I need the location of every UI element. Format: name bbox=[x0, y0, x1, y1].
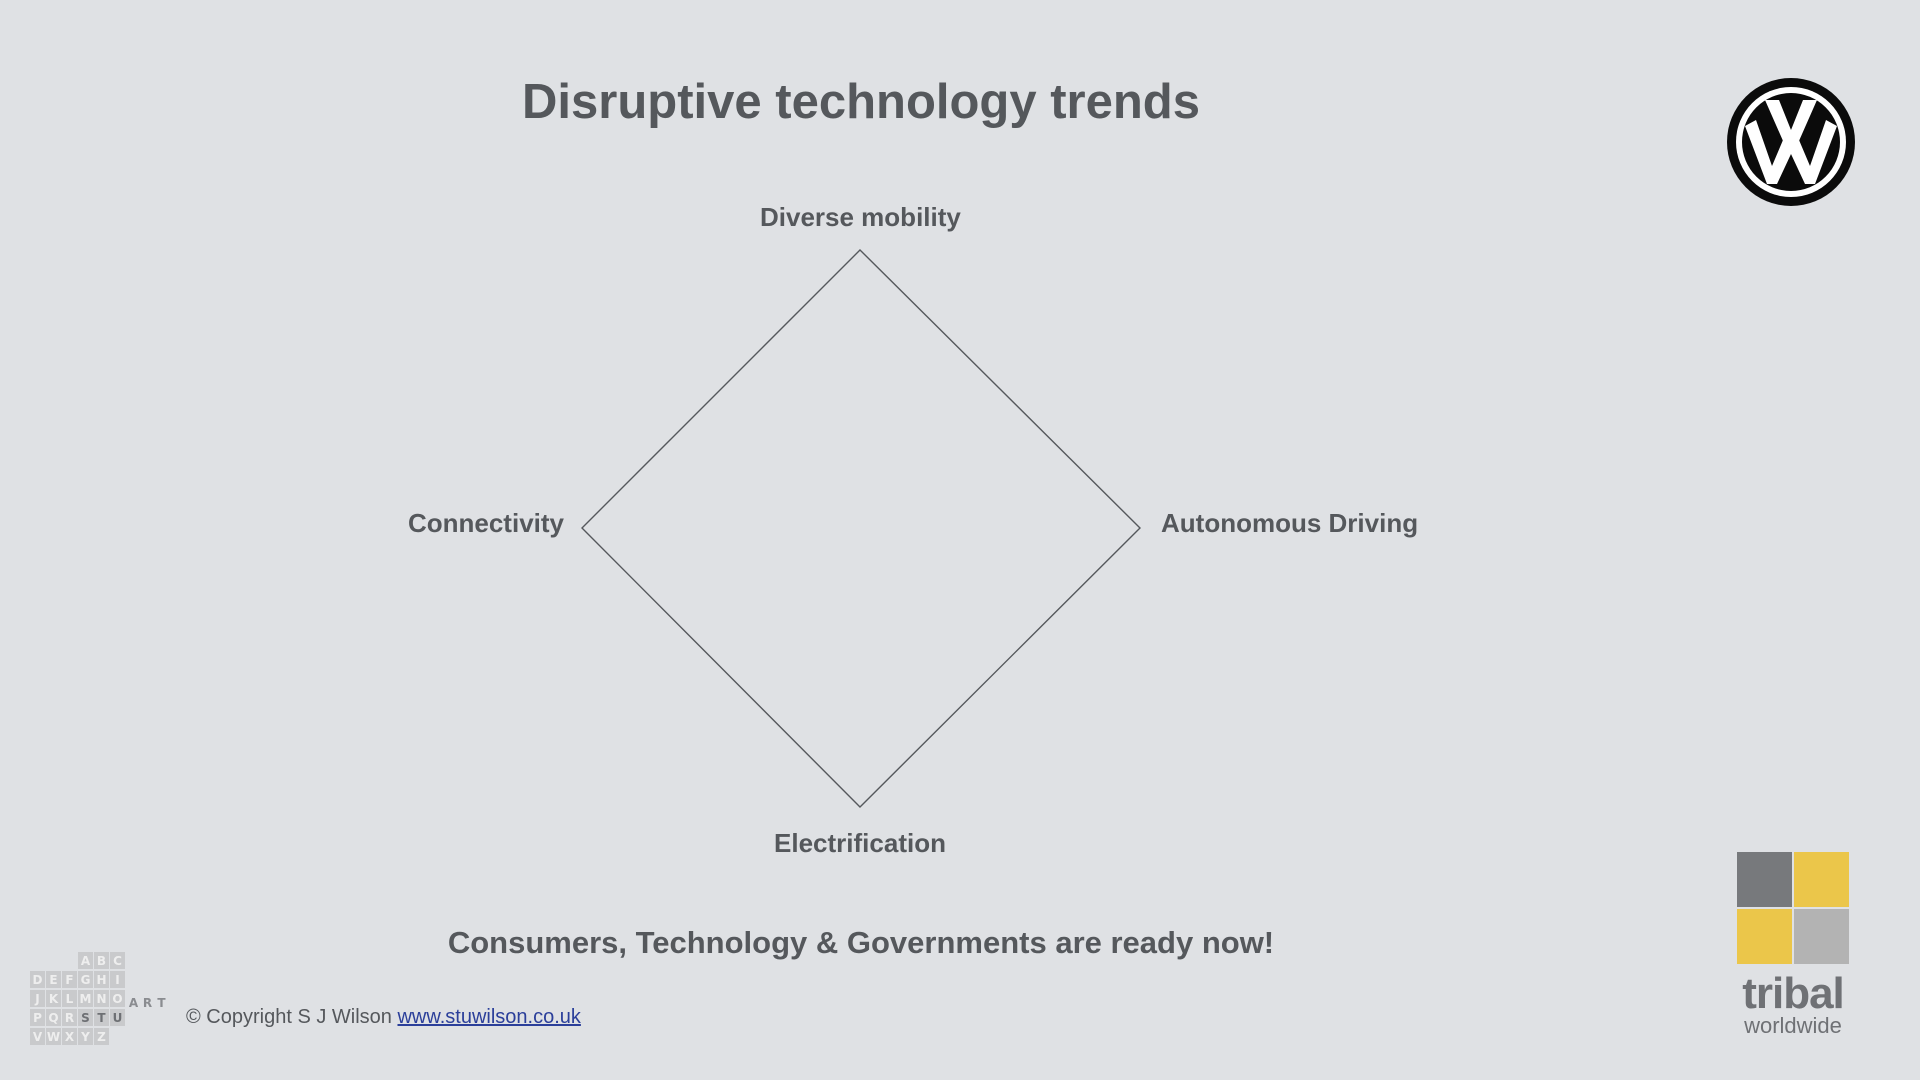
alphabet-cell bbox=[62, 971, 77, 988]
copyright-notice: © Copyright S J Wilson www.stuwilson.co.… bbox=[186, 1006, 581, 1029]
stuart-letter: A bbox=[129, 996, 139, 1010]
alphabet-letter: R bbox=[65, 1011, 74, 1025]
alphabet-letter: A bbox=[81, 954, 91, 968]
copyright-text: © Copyright S J Wilson bbox=[186, 1006, 392, 1028]
tribal-squares-icon bbox=[1737, 852, 1849, 964]
alphabet-cell bbox=[62, 1028, 77, 1045]
alphabet-cell bbox=[78, 990, 93, 1007]
alphabet-cell bbox=[62, 1009, 77, 1026]
alphabet-letter: L bbox=[66, 992, 74, 1006]
alphabet-cell bbox=[30, 971, 45, 988]
diamond-outline bbox=[581, 249, 1141, 808]
tagline: Consumers, Technology & Governments are … bbox=[447, 925, 1275, 960]
alphabet-letter: S bbox=[81, 1011, 90, 1025]
alphabet-letter: Y bbox=[80, 1030, 90, 1044]
alphabet-cell bbox=[30, 990, 45, 1007]
alphabet-cell bbox=[30, 1009, 45, 1026]
alphabet-cell bbox=[46, 1009, 61, 1026]
alphabet-cell bbox=[110, 990, 125, 1007]
vw-logo-icon bbox=[1727, 78, 1855, 206]
alphabet-letter: Q bbox=[48, 1011, 58, 1025]
alphabet-cell bbox=[62, 990, 77, 1007]
node-autonomous-driving: Autonomous Driving bbox=[1161, 508, 1419, 538]
alphabet-cell bbox=[78, 952, 93, 969]
alphabet-letter: C bbox=[113, 954, 122, 968]
alphabet-cell bbox=[110, 952, 125, 969]
stuart-letter: R bbox=[143, 996, 153, 1010]
alphabet-letter: O bbox=[112, 992, 122, 1006]
alphabet-cell bbox=[94, 1009, 109, 1026]
alphabet-cell bbox=[110, 971, 125, 988]
alphabet-letter: B bbox=[97, 954, 106, 968]
alphabet-grid-icon: A B CD E F G H IJ K L M N OP Q R S T UV W X Y ZA R T bbox=[30, 952, 166, 1045]
alphabet-letter: N bbox=[96, 992, 106, 1006]
node-connectivity: Connectivity bbox=[407, 508, 564, 538]
alphabet-letter: T bbox=[97, 1011, 106, 1025]
alphabet-cell bbox=[110, 1009, 125, 1026]
alphabet-cell bbox=[78, 1009, 93, 1026]
tribal-logo: tribal worldwide bbox=[1735, 852, 1850, 1038]
node-diverse-mobility: Diverse mobility bbox=[760, 202, 961, 232]
alphabet-letter: V bbox=[33, 1030, 43, 1044]
alphabet-cell bbox=[78, 1028, 93, 1045]
tribal-logo-word: tribal bbox=[1742, 969, 1845, 1018]
alphabet-cell bbox=[94, 971, 109, 988]
alphabet-letter: E bbox=[49, 973, 57, 987]
alphabet-cell bbox=[78, 971, 93, 988]
alphabet-cell bbox=[46, 990, 61, 1007]
alphabet-letter: H bbox=[96, 973, 106, 987]
alphabet-letter: W bbox=[47, 1030, 60, 1044]
alphabet-letter: D bbox=[33, 973, 43, 987]
alphabet-cell bbox=[46, 971, 61, 988]
alphabet-letter: K bbox=[49, 992, 59, 1006]
alphabet-letter: Z bbox=[97, 1030, 106, 1044]
website-link[interactable]: www.stuwilson.co.uk bbox=[397, 1006, 581, 1028]
alphabet-cell bbox=[30, 1028, 45, 1045]
alphabet-letter: G bbox=[81, 973, 91, 987]
alphabet-letter: M bbox=[80, 992, 92, 1006]
slide-title: Disruptive technology trends bbox=[522, 75, 1200, 129]
node-electrification: Electrification bbox=[774, 828, 946, 858]
alphabet-cell bbox=[94, 1028, 109, 1045]
alphabet-cell bbox=[94, 990, 109, 1007]
stuart-letter: T bbox=[157, 996, 166, 1010]
alphabet-cell bbox=[94, 952, 109, 969]
alphabet-letter: P bbox=[33, 1011, 42, 1025]
tribal-logo-sub: worldwide bbox=[1744, 1013, 1842, 1038]
alphabet-letter: X bbox=[65, 1030, 75, 1044]
alphabet-letter: F bbox=[65, 973, 73, 987]
alphabet-cell bbox=[46, 1028, 61, 1045]
alphabet-letter: U bbox=[113, 1011, 123, 1025]
alphabet-letter: J bbox=[34, 992, 39, 1006]
alphabet-letter: I bbox=[115, 973, 119, 987]
